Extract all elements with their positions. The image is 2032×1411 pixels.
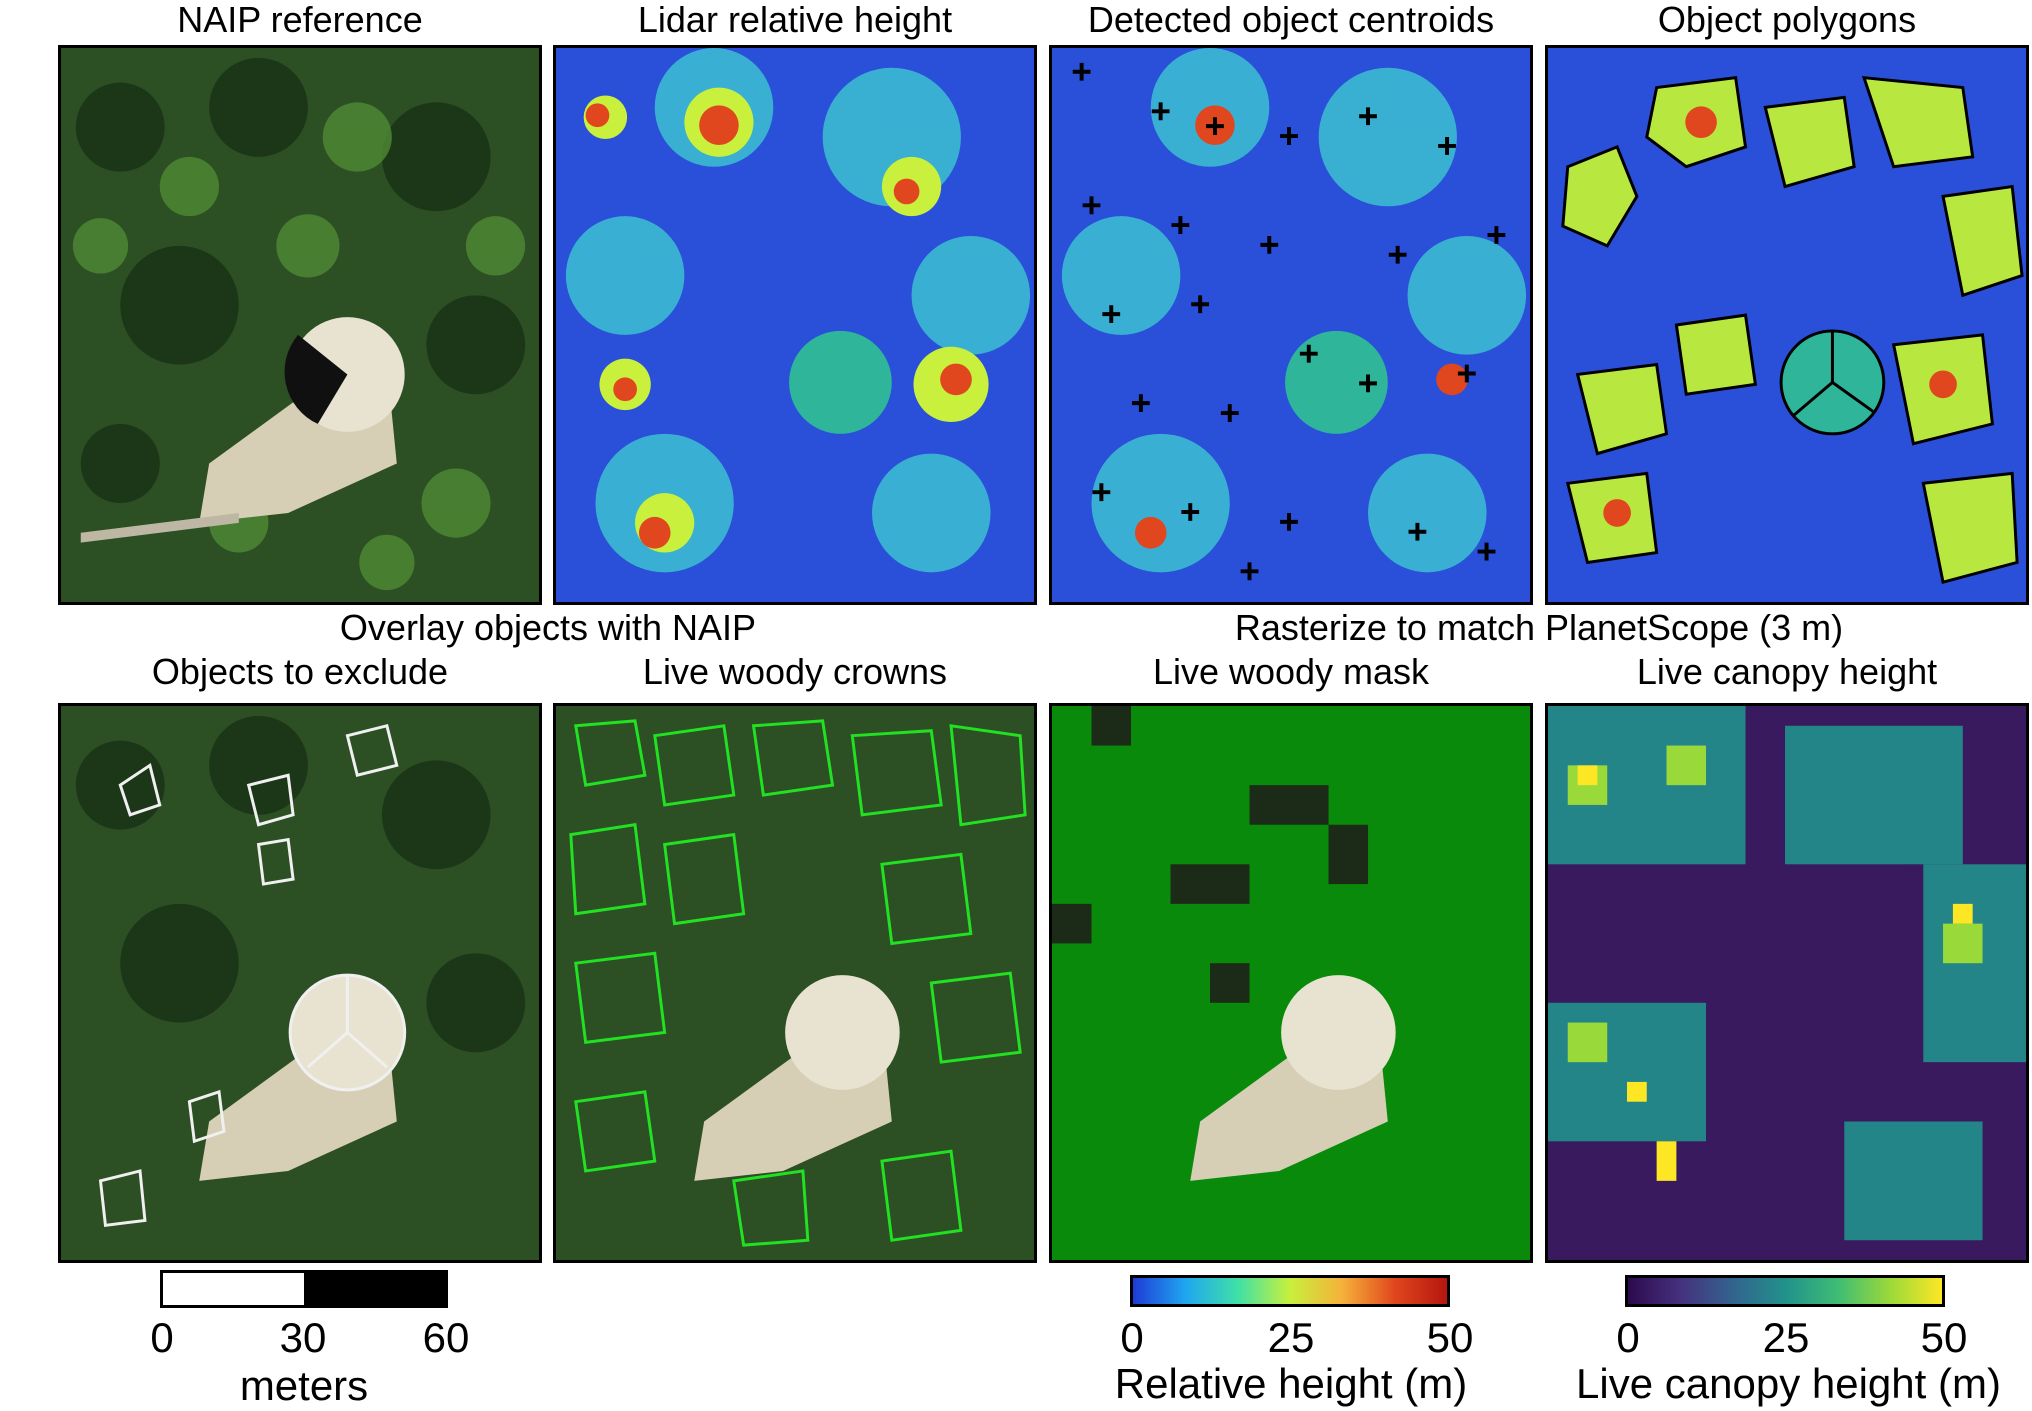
title-lidar-relative-height: Lidar relative height — [637, 0, 953, 40]
colorbar-live-canopy-height — [1625, 1275, 1945, 1307]
naip-image — [61, 48, 539, 602]
scalebar-white-segment — [163, 1273, 304, 1305]
scalebar-tick-30: 30 — [279, 1314, 327, 1361]
title-rasterize-to-planetscope: Rasterize to match PlanetScope (3 m) — [1234, 607, 1844, 648]
panel-detected-object-centroids — [1049, 45, 1533, 605]
colorbar1-tick-25: 25 — [1267, 1314, 1315, 1361]
lidar-height-map — [556, 48, 1034, 602]
scalebar — [160, 1270, 448, 1308]
panel-live-woody-crowns — [553, 703, 1037, 1263]
woody-mask-map — [1052, 706, 1530, 1260]
centroid-markers — [1072, 62, 1506, 581]
panel-objects-to-exclude — [58, 703, 542, 1263]
panel-live-woody-mask — [1049, 703, 1533, 1263]
title-object-polygons: Object polygons — [1657, 0, 1917, 40]
exclude-overlay-map — [61, 706, 539, 1260]
title-live-woody-mask: Live woody mask — [1152, 651, 1430, 692]
canopy-height-map — [1548, 706, 2026, 1260]
title-live-woody-crowns: Live woody crowns — [642, 651, 948, 692]
title-naip-reference: NAIP reference — [177, 0, 423, 40]
colorbar1-label: Relative height (m) — [1114, 1360, 1468, 1407]
title-detected-object-centroids: Detected object centroids — [1087, 0, 1495, 40]
scalebar-tick-0: 0 — [150, 1314, 174, 1361]
colorbar2-tick-50: 50 — [1920, 1314, 1968, 1361]
panel-live-canopy-height — [1545, 703, 2029, 1263]
colorbar2-tick-25: 25 — [1762, 1314, 1810, 1361]
crowns-overlay-map — [556, 706, 1034, 1260]
colorbar2-tick-0: 0 — [1616, 1314, 1640, 1361]
centroids-map — [1052, 48, 1530, 602]
scalebar-tick-60: 60 — [422, 1314, 470, 1361]
title-overlay-objects-with-naip: Overlay objects with NAIP — [339, 607, 757, 648]
panel-object-polygons — [1545, 45, 2029, 605]
colorbar-relative-height — [1130, 1275, 1450, 1307]
scalebar-black-segment — [304, 1273, 445, 1305]
title-live-canopy-height: Live canopy height — [1636, 651, 1938, 692]
panel-naip-reference — [58, 45, 542, 605]
colorbar1-tick-0: 0 — [1120, 1314, 1144, 1361]
colorbar1-tick-50: 50 — [1426, 1314, 1474, 1361]
title-objects-to-exclude: Objects to exclude — [151, 651, 449, 692]
colorbar2-label: Live canopy height (m) — [1576, 1360, 2001, 1407]
polygons-map — [1548, 48, 2026, 602]
panel-lidar-relative-height — [553, 45, 1037, 605]
scalebar-unit: meters — [239, 1362, 369, 1409]
